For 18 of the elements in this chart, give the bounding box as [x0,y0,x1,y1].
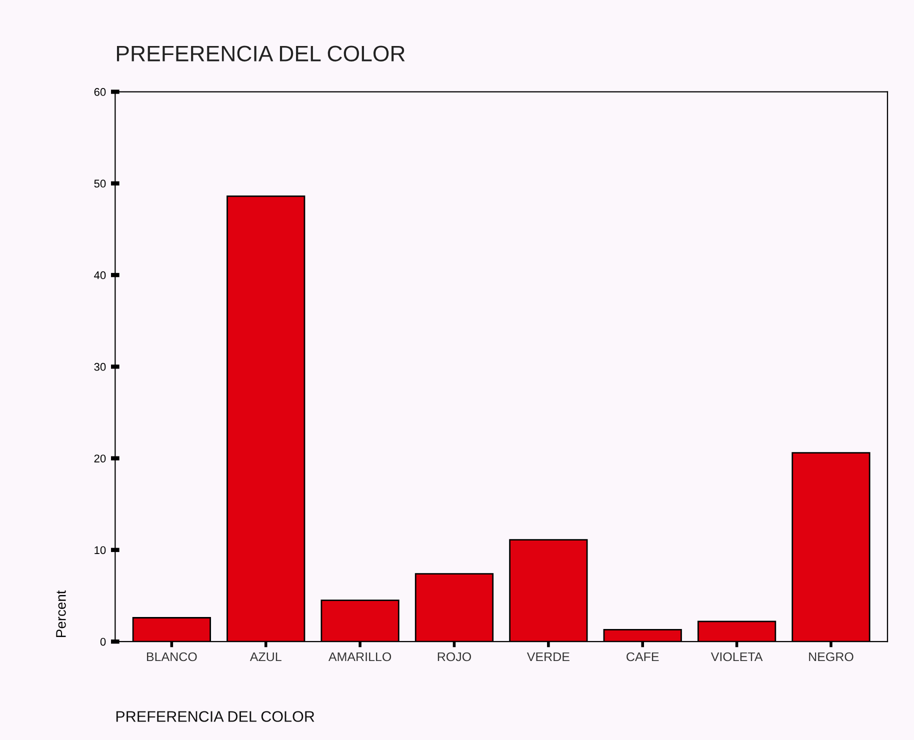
x-tick-label: AZUL [250,652,282,662]
y-tick-label: 40 [94,271,106,280]
y-tick-label: 10 [94,546,106,554]
y-tick-label: 30 [94,362,106,371]
x-tick-label: VIOLETA [710,652,763,662]
y-tick-label: 0 [100,638,106,646]
x-tick-label: AMARILLO [328,652,392,662]
x-tick-label: BLANCO [147,652,197,662]
x-tick-label: NEGRO [809,652,854,662]
x-axis-title: PREFERENCIA DEL COLOR [116,711,314,722]
y-tick-label: 50 [94,180,106,188]
chart-title: PREFERENCIA DEL COLOR [116,46,405,62]
x-tick-label: VERDE [526,652,570,662]
x-tick-label: CAFE [626,652,659,662]
y-tick-label: 60 [94,88,106,96]
y-axis-title: Percent [56,590,66,637]
x-tick-label: ROJO [438,652,471,662]
y-tick-label: 20 [94,454,106,462]
